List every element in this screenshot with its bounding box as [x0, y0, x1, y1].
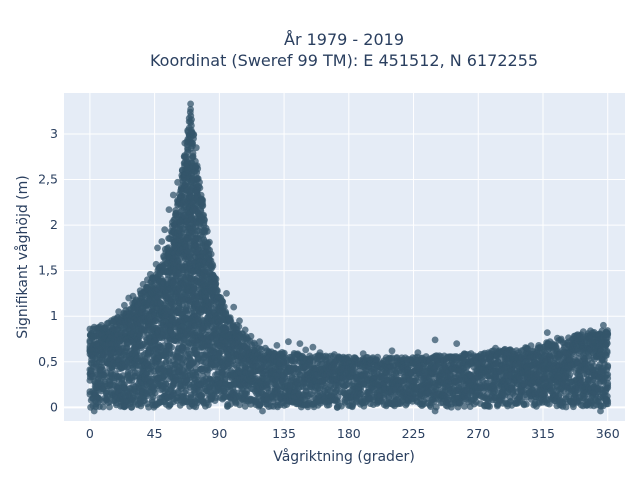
data-point: [486, 403, 493, 410]
data-point: [151, 389, 159, 397]
data-point: [193, 169, 201, 177]
data-point: [412, 377, 420, 384]
data-point: [121, 380, 128, 388]
data-point: [204, 245, 212, 253]
data-point: [136, 332, 144, 340]
data-point: [203, 369, 211, 377]
data-point: [168, 343, 176, 351]
data-point: [478, 374, 486, 381]
data-point: [200, 211, 208, 219]
data-point: [99, 403, 107, 411]
data-point: [222, 309, 230, 317]
data-point: [212, 275, 220, 283]
data-point: [196, 184, 204, 192]
data-point: [334, 398, 342, 405]
data-point: [205, 401, 212, 409]
data-point: [198, 197, 206, 205]
data-point: [103, 389, 110, 397]
data-point: [235, 323, 243, 330]
data-point: [209, 260, 216, 268]
data-point: [189, 149, 197, 157]
data-point: [200, 219, 208, 227]
data-point: [127, 403, 135, 411]
data-point: [461, 403, 468, 410]
data-point: [194, 175, 202, 183]
data-point: [193, 162, 201, 170]
data-point: [198, 392, 206, 400]
data-point: [218, 297, 226, 305]
data-point: [236, 401, 244, 409]
data-point: [220, 303, 228, 311]
data-points: [86, 100, 612, 415]
data-point: [203, 227, 211, 235]
data-point: [207, 250, 215, 258]
data-point: [226, 401, 234, 408]
data-point: [182, 154, 190, 162]
data-point: [213, 286, 221, 294]
data-point: [206, 238, 213, 246]
data-point: [241, 402, 249, 410]
